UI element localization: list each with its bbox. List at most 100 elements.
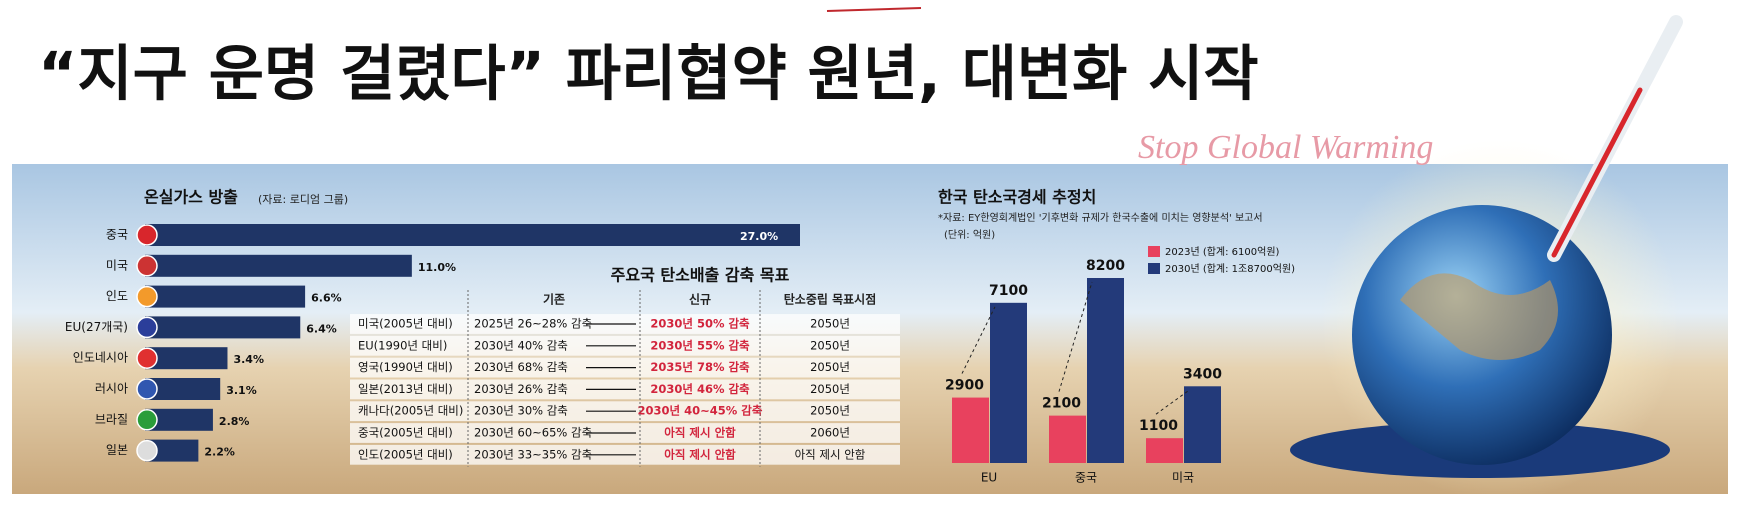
bar bbox=[952, 397, 989, 463]
bar bbox=[145, 224, 800, 246]
value-label: 7100 bbox=[989, 283, 1028, 299]
growth-arrow bbox=[1155, 389, 1190, 415]
carbon-tax-chart: 한국 탄소국경세 추정치 *자료: EY한영회계법인 '기후변화 규제가 한국수… bbox=[938, 188, 1295, 485]
table-cell: 2035년 78% 감축 bbox=[650, 360, 750, 374]
flag-icon bbox=[136, 409, 158, 431]
value-label: 27.0% bbox=[740, 230, 778, 243]
table-title: 주요국 탄소배출 감축 목표 bbox=[611, 266, 790, 285]
value-label: 1100 bbox=[1139, 418, 1178, 434]
table-cell: 중국(2005년 대비) bbox=[358, 426, 453, 440]
table-cell: 2030년 33~35% 감축 bbox=[474, 447, 592, 461]
legend-swatch bbox=[1148, 246, 1160, 257]
table-header: 신규 bbox=[689, 292, 711, 307]
value-label: 6.6% bbox=[311, 292, 342, 305]
flag-icon bbox=[136, 439, 158, 462]
bar bbox=[1087, 278, 1124, 463]
table-cell: 아직 제시 안함 bbox=[795, 447, 866, 461]
flag-icon bbox=[136, 347, 158, 369]
legend-swatch bbox=[1148, 263, 1160, 274]
unit-note: (단위: 억원) bbox=[944, 228, 995, 241]
value-label: 3.4% bbox=[233, 353, 264, 366]
chart-title: 온실가스 방출 bbox=[144, 188, 238, 207]
value-label: 2.2% bbox=[204, 446, 235, 459]
bar bbox=[145, 285, 306, 308]
table-cell: EU(1990년 대비) bbox=[358, 338, 447, 352]
category-label: 러시아 bbox=[95, 382, 128, 396]
headline: “지구 운명 걸렸다” 파리협약 원년, 대변화 시작 bbox=[38, 40, 1259, 110]
table-cell: 2050년 bbox=[810, 382, 850, 396]
bar bbox=[1184, 386, 1221, 463]
flag-icon bbox=[136, 316, 158, 339]
table-cell: 아직 제시 안함 bbox=[664, 447, 736, 461]
table-cell: 인도(2005년 대비) bbox=[358, 447, 453, 461]
category-label: 인도 bbox=[106, 289, 128, 303]
bar bbox=[990, 302, 1027, 463]
growth-arrow bbox=[961, 306, 996, 374]
category-label: 일본 bbox=[106, 443, 128, 457]
table-cell: 2030년 55% 감축 bbox=[650, 338, 750, 352]
legend-label: 2030년 (합계: 1조8700억원) bbox=[1165, 263, 1295, 275]
category-label: EU(27개국) bbox=[65, 320, 128, 334]
flag-icon bbox=[136, 224, 158, 246]
table-cell: 캐나다(2005년 대비) bbox=[358, 404, 463, 418]
bar bbox=[145, 439, 199, 462]
bar bbox=[145, 347, 228, 370]
category-label: 브라질 bbox=[95, 412, 128, 426]
category-label: 중국 bbox=[106, 228, 128, 242]
table-cell: 2050년 bbox=[810, 404, 850, 418]
table-cell: 영국(1990년 대비) bbox=[358, 360, 453, 374]
bar bbox=[1146, 438, 1183, 463]
category-label: EU bbox=[981, 471, 997, 485]
value-label: 11.0% bbox=[418, 261, 456, 274]
table-cell: 2030년 68% 감축 bbox=[474, 360, 568, 374]
bar bbox=[145, 408, 213, 431]
table-cell: 일본(2013년 대비) bbox=[358, 382, 453, 396]
table-cell: 2050년 bbox=[810, 338, 850, 352]
table-cell: 2030년 46% 감축 bbox=[650, 382, 750, 396]
chart-title: 한국 탄소국경세 추정치 bbox=[938, 188, 1096, 207]
table-cell: 미국(2005년 대비) bbox=[358, 317, 453, 331]
emissions-chart: 온실가스 방출 (자료: 로디엄 그룹) 중국 27.0% 미국 11.0% 인도 6.6… bbox=[65, 188, 800, 462]
table-cell: 2030년 50% 감축 bbox=[650, 317, 750, 331]
table-cell: 2050년 bbox=[810, 317, 850, 331]
table-cell: 2030년 26% 감축 bbox=[474, 382, 568, 396]
table-cell: 아직 제시 안함 bbox=[664, 426, 736, 440]
legend-label: 2023년 (합계: 6100억원) bbox=[1165, 246, 1280, 258]
table-header: 기존 bbox=[543, 292, 565, 307]
table-header: 탄소중립 목표시점 bbox=[784, 292, 877, 307]
category-label: 인도네시아 bbox=[73, 351, 128, 365]
table-cell: 2025년 26~28% 감축 bbox=[474, 317, 592, 331]
table-cell: 2030년 40~45% 감축 bbox=[638, 404, 763, 418]
value-label: 8200 bbox=[1086, 258, 1125, 274]
value-label: 2100 bbox=[1042, 396, 1081, 412]
flag-icon bbox=[136, 285, 158, 308]
table-cell: 2060년 bbox=[810, 426, 850, 440]
category-label: 미국 bbox=[106, 258, 128, 272]
table-cell: 2030년 40% 감축 bbox=[474, 338, 568, 352]
bar bbox=[145, 254, 412, 277]
flag-icon bbox=[136, 378, 158, 400]
thermometer-mercury bbox=[1551, 87, 1643, 258]
flag-icon bbox=[136, 255, 158, 277]
growth-arrow bbox=[1058, 281, 1093, 392]
slogan: Stop Global Warming bbox=[1138, 129, 1433, 166]
category-label: 중국 bbox=[1075, 471, 1097, 485]
chart-subtitle: (자료: 로디엄 그룹) bbox=[258, 193, 348, 206]
decor-line bbox=[826, 7, 922, 12]
value-label: 2900 bbox=[945, 378, 984, 394]
table-cell: 2030년 60~65% 감축 bbox=[474, 426, 592, 440]
category-label: 미국 bbox=[1172, 471, 1194, 485]
chart-subtitle: *자료: EY한영회계법인 '기후변화 규제가 한국수출에 미치는 영향분석' … bbox=[938, 212, 1263, 224]
table-cell: 2030년 30% 감축 bbox=[474, 404, 568, 418]
value-label: 6.4% bbox=[306, 322, 337, 335]
table-cell: 2050년 bbox=[810, 360, 850, 374]
value-label: 2.8% bbox=[219, 415, 250, 428]
bar bbox=[145, 316, 301, 339]
value-label: 3400 bbox=[1183, 366, 1222, 382]
value-label: 3.1% bbox=[226, 384, 257, 397]
bar bbox=[145, 378, 221, 400]
bar bbox=[1049, 415, 1086, 463]
